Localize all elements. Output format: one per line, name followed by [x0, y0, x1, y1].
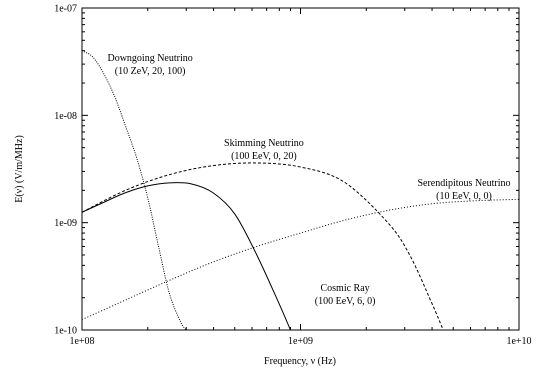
cosmic-ray-label-line: Cosmic Ray — [321, 283, 370, 294]
y-tick-label: 1e-10 — [54, 326, 77, 337]
ticks: 1e+08 1e+09 1e+10 1e-10 1e-09 1e-08 1e-07 — [54, 4, 531, 348]
cosmic-ray-label-line: (100 EeV, 6, 0) — [315, 296, 376, 307]
downgoing-neutrino-line — [81, 50, 187, 331]
serendipitous-neutrino-label-line: (10 EeV, 0, 0) — [436, 191, 492, 202]
serendipitous-neutrino-line — [81, 198, 520, 321]
downgoing-neutrino-label-line: (10 ZeV, 20, 100) — [115, 66, 186, 77]
x-tick-label: 1e+08 — [69, 336, 94, 347]
series — [81, 50, 520, 331]
skimming-neutrino-line — [81, 162, 444, 331]
y-axis-label: E(ν) (V/m/MHz) — [14, 135, 25, 203]
series-labels: Downgoing Neutrino (10 ZeV, 20, 100) Skimm… — [107, 53, 510, 307]
x-axis-label: Frequency, ν (Hz) — [264, 356, 336, 367]
cosmic-ray-line — [81, 182, 291, 331]
serendipitous-neutrino-label-line: Serendipitous Neutrino — [417, 178, 510, 189]
downgoing-neutrino-label-line: Downgoing Neutrino — [107, 53, 192, 64]
y-tick-label: 1e-08 — [54, 111, 77, 122]
x-tick-label: 1e+10 — [506, 336, 531, 347]
y-tick-label: 1e-09 — [54, 218, 77, 229]
skimming-neutrino-label-line: (100 EeV, 0, 20) — [231, 151, 297, 162]
x-tick-label: 1e+09 — [288, 336, 313, 347]
skimming-neutrino-label-line: Skimming Neutrino — [224, 138, 304, 149]
y-tick-label: 1e-07 — [54, 4, 77, 15]
